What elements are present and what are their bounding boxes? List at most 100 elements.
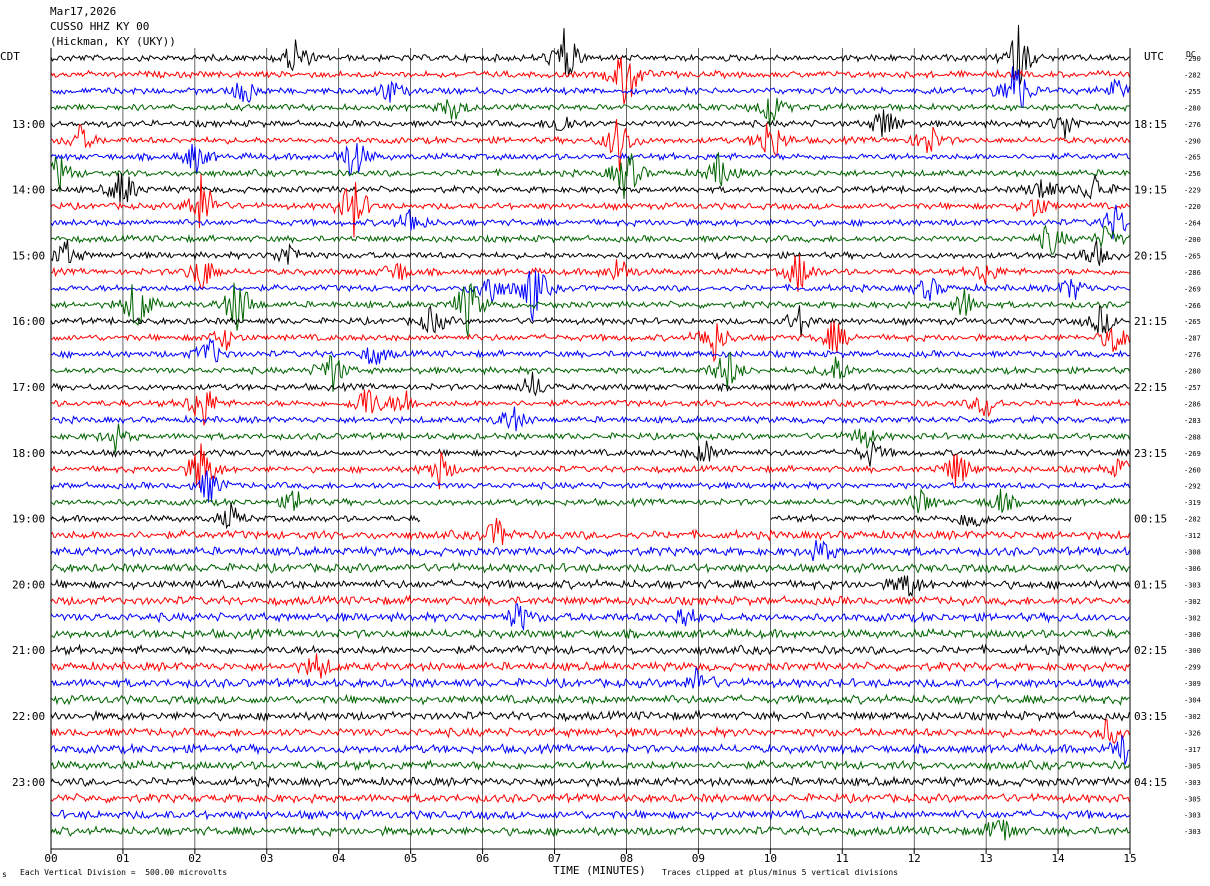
trace-row-22 <box>50 406 1130 432</box>
plot-frame <box>50 48 1131 850</box>
left-time-label: 14:00 <box>12 184 45 197</box>
dc-offset-label: -290 <box>1184 55 1201 63</box>
trace-row-11 <box>50 224 1130 255</box>
dc-offset-label: -200 <box>1184 236 1201 244</box>
trace-row-31 <box>50 562 1130 574</box>
trace-row-42 <box>50 735 1130 765</box>
dc-offset-label: -266 <box>1184 302 1201 310</box>
trace-row-40 <box>50 709 1130 723</box>
dc-offset-label: -308 <box>1184 549 1201 557</box>
x-tick-label: 07 <box>548 852 561 865</box>
dc-offset-label: -264 <box>1184 220 1201 228</box>
dc-offset-label: -292 <box>1184 483 1201 491</box>
scale-note: Each Vertical Division = 500.00 microvol… <box>20 868 228 877</box>
dc-offset-label: -282 <box>1184 516 1201 524</box>
trace-row-33 <box>50 594 1130 608</box>
dc-offset-label: -269 <box>1184 450 1201 458</box>
dc-offset-label: -286 <box>1184 269 1201 277</box>
dc-offset-label: -312 <box>1184 532 1201 540</box>
trace-row-6 <box>50 143 1130 175</box>
left-time-label: 13:00 <box>12 118 45 131</box>
trace-row-36 <box>50 643 1130 657</box>
dc-offset-label: -280 <box>1184 368 1201 376</box>
x-tick-label: 05 <box>404 852 417 865</box>
left-time-label: 17:00 <box>12 381 45 394</box>
dc-offset-label: -265 <box>1184 252 1201 260</box>
dc-offset-label: -220 <box>1184 203 1201 211</box>
trace-row-7 <box>50 151 1130 200</box>
trace-row-13 <box>50 254 1130 292</box>
trace-row-30 <box>50 540 1130 562</box>
right-time-label: 03:15 <box>1134 710 1167 723</box>
dc-offset-label: -287 <box>1184 335 1201 343</box>
dc-offset-label: -302 <box>1184 713 1201 721</box>
header-location: (Hickman, KY (UKY)) <box>50 35 176 48</box>
dc-offset-label: -283 <box>1184 417 1201 425</box>
x-tick-label: 00 <box>44 852 57 865</box>
dc-offset-label: -276 <box>1184 351 1201 359</box>
trace-row-29 <box>50 518 1130 546</box>
trace-row-16 <box>50 305 1130 338</box>
left-time-label: 18:00 <box>12 447 45 460</box>
x-tick-label: 04 <box>332 852 346 865</box>
trace-row-18 <box>50 337 1130 365</box>
dc-offset-label: -304 <box>1184 697 1201 705</box>
trace-row-21 <box>50 388 1130 426</box>
trace-row-9 <box>50 174 1130 238</box>
dc-offset-label: -276 <box>1184 121 1201 129</box>
trace-row-43 <box>50 758 1130 772</box>
dc-offset-label: -280 <box>1184 104 1201 112</box>
left-time-label: 19:00 <box>12 513 45 526</box>
dc-offset-label: -305 <box>1184 762 1201 770</box>
dc-offset-label: -305 <box>1184 795 1201 803</box>
dc-offset-label: -302 <box>1184 614 1201 622</box>
trace-row-47 <box>50 819 1130 841</box>
left-time-label: 15:00 <box>12 249 45 262</box>
x-tick-label: 08 <box>620 852 633 865</box>
right-time-label: 19:15 <box>1134 184 1167 197</box>
dc-offset-label: -256 <box>1184 170 1201 178</box>
right-time-label: 23:15 <box>1134 447 1167 460</box>
x-tick-label: 13 <box>980 852 993 865</box>
dc-offset-label: -319 <box>1184 499 1201 507</box>
trace-row-28 <box>50 502 1072 530</box>
trace-row-25 <box>50 443 1130 490</box>
trace-row-12 <box>50 239 1130 266</box>
trace-row-5 <box>50 119 1130 172</box>
dc-offset-label: -299 <box>1184 664 1201 672</box>
trace-row-10 <box>50 204 1130 240</box>
header-date: Mar17,2026 <box>50 5 117 18</box>
right-time-label: 02:15 <box>1134 644 1167 657</box>
x-tick-label: 03 <box>260 852 273 865</box>
dc-offset-label: -257 <box>1184 384 1201 392</box>
dc-offset-label: -306 <box>1184 565 1201 573</box>
left-time-label: 22:00 <box>12 710 45 723</box>
right-time-label: 21:15 <box>1134 315 1167 328</box>
left-time-label: 16:00 <box>12 315 45 328</box>
dc-offset-label: -260 <box>1184 466 1201 474</box>
trace-row-35 <box>50 627 1130 641</box>
trace-row-32 <box>50 575 1130 598</box>
trace-row-20 <box>50 371 1130 397</box>
dc-offset-label: -303 <box>1184 828 1201 836</box>
trace-row-19 <box>50 351 1130 392</box>
dc-offset-labels: -290 -282 -255 -280 -276 -290 -265 -256 -229 -220… <box>1184 55 1201 836</box>
dc-offset-label: -229 <box>1184 187 1201 195</box>
trace-row-3 <box>50 97 1130 127</box>
header-station: CUSSO HHZ KY 00 <box>50 20 150 33</box>
trace-row-15 <box>50 282 1130 337</box>
dc-offset-label: -282 <box>1184 71 1201 79</box>
dc-offset-label: -303 <box>1184 812 1201 820</box>
left-timezone-label: CDT <box>0 50 20 63</box>
trace-row-24 <box>50 440 1130 467</box>
x-tick-label: 15 <box>1123 852 1136 865</box>
dc-offset-label: -300 <box>1184 631 1201 639</box>
trace-row-41 <box>50 719 1130 744</box>
trace-row-4 <box>50 109 1130 139</box>
trace-row-46 <box>50 808 1130 821</box>
dc-offset-label: -265 <box>1184 154 1201 162</box>
dc-offset-label: -309 <box>1184 680 1201 688</box>
left-time-label: 21:00 <box>12 644 45 657</box>
trace-row-27 <box>50 487 1130 514</box>
